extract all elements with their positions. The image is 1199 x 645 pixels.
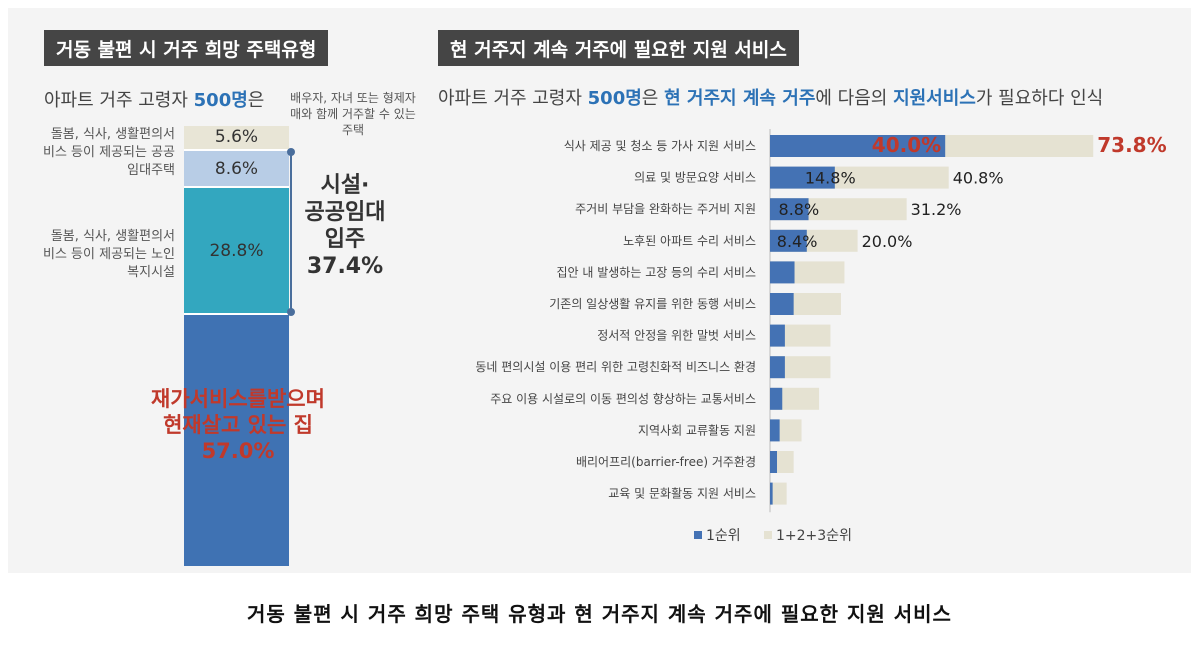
group-label-facility: 시설· 공공임대 입주 37.4% [300,172,390,280]
bar-rank-1 [770,198,809,221]
bar-rank-1-2-3 [770,387,820,410]
left-subtitle-count: 500명 [193,90,248,111]
group-label-line: 공공임대 [304,200,386,225]
data-label-rank-1: 14.8% [805,169,856,188]
right-heading: 현 거주지 계속 거주에 필요한 지원 서비스 [438,30,799,66]
legend-swatch-rank-1 [694,531,702,539]
left-subtitle-prefix: 아파트 거주 고령자 [44,90,194,111]
right-subtitle: 아파트 거주 고령자 500명은 현 거주지 계속 거주에 다음의 지원서비스가… [438,84,1103,110]
data-label-rank-1: 8.4% [777,232,818,251]
legend-label-rank-1: 1순위 [706,528,741,544]
figure-caption: 거동 불편 시 거주 희망 주택 유형과 현 거주지 계속 거주에 필요한 지원… [247,602,952,626]
category-label: 배리어프리(barrier-free) 거주환경 [576,455,756,469]
bar-rank-1-2-3 [770,324,831,347]
category-label: 기존의 일상생활 유지를 위한 동행 서비스 [549,296,756,311]
bracket-top-dot [287,148,295,156]
bar-rank-1 [770,166,835,189]
category-label: 집안 내 발생하는 고장 등의 수리 서비스 [556,265,756,279]
data-label-rank-1: 8.8% [779,200,820,219]
side-label-public-rental: 돌봄, 식사, 생활편의서비스 등이 제공되는 공공임대주택 [43,127,175,178]
right-subtitle-prefix: 아파트 거주 고령자 [438,88,588,109]
category-label: 식사 제공 및 청소 등 가사 지원 서비스 [564,139,756,153]
legend-label-rank-1-2-3: 1+2+3순위 [776,528,852,544]
group-label-line: 입주 [324,227,366,252]
home-label-line: 57.0% [201,439,275,463]
legend-swatch-rank-1-2-3 [764,531,772,539]
bar-rank-1-2-3 [770,356,831,379]
category-label: 주거비 부담을 완화하는 주거비 지원 [575,202,756,216]
stack-segment: 5.6% [184,126,289,151]
stack-segment [184,315,289,566]
data-label-rank-1-2-3: 40.8% [953,169,1004,188]
category-label: 의료 및 방문요양 서비스 [634,171,756,185]
data-label-rank-1: 40.0% [872,133,941,157]
category-label: 정서적 안정을 위한 말벗 서비스 [597,329,756,343]
bar-rank-1 [770,451,778,473]
data-label-rank-1-2-3: 73.8% [1097,133,1166,157]
left-subtitle: 아파트 거주 고령자 500명은 [44,86,264,112]
right-subtitle-mid2: 에 다음의 [815,88,894,109]
data-label-rank-1-2-3: 20.0% [862,232,913,251]
right-subtitle-count: 500명 [587,88,642,109]
bar-rank-1 [770,293,794,315]
bar-rank-1 [770,482,773,505]
bar-rank-1 [770,419,780,442]
category-label: 지역사회 교류활동 지원 [638,423,756,437]
right-subtitle-mid: 은 [641,88,665,109]
stack-segment: 8.6% [184,150,289,189]
home-label: 재가서비스를받으며 현재살고 있는 집 57.0% [108,386,368,464]
left-subtitle-suffix: 은 [247,90,265,111]
right-subtitle-emphasis-residence: 현 거주지 계속 거주 [664,88,816,109]
category-label: 동네 편의시설 이용 편리 위한 고령친화적 비즈니스 환경 [475,360,756,374]
bar-rank-1 [770,387,783,410]
bar-rank-1-2-3 [770,482,787,505]
right-subtitle-suffix: 가 필요하다 인식 [975,88,1104,109]
group-bracket [290,152,292,312]
left-heading: 거동 불편 시 거주 희망 주택유형 [44,30,329,66]
bar-rank-1 [770,135,946,157]
home-label-line: 현재살고 있는 집 [163,413,313,437]
data-label-rank-1-2-3: 31.2% [911,200,962,219]
bracket-bottom-dot [287,308,295,316]
right-subtitle-emphasis-service: 지원서비스 [893,88,976,109]
side-label-welfare-facility: 돌봄, 식사, 생활편의서비스 등이 제공되는 노인복지시설 [43,229,175,280]
category-label: 교육 및 문화활동 지원 서비스 [608,487,756,501]
home-label-line: 재가서비스를받으며 [151,387,325,411]
bar-rank-1 [770,261,795,284]
note-family-housing: 배우자, 자녀 또는 형제자매와 함께 거주할 수 있는 주택 [290,91,416,137]
bar-rank-1 [770,324,785,347]
bar-rank-1 [770,356,785,379]
stack-segment: 28.8% [184,188,289,316]
category-label: 노후된 아파트 수리 서비스 [623,234,756,248]
service-bar-chart: 식사 제공 및 청소 등 가사 지원 서비스 40.0% 73.8% 의료 및 방문요… [475,129,1167,544]
category-label: 주요 이용 시설로의 이동 편의성 향상하는 교통서비스 [490,392,756,406]
group-label-line: 시설· [320,173,370,198]
bar-rank-1 [770,229,807,252]
group-label-line: 37.4% [306,254,384,279]
